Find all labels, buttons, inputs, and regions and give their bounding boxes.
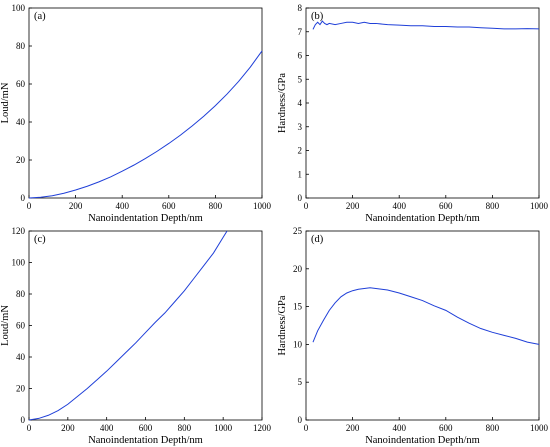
y-tick-label: 25 [293,226,303,236]
x-tick-label: 1000 [530,423,549,433]
y-tick-label: 6 [298,51,303,61]
x-tick-label: 800 [486,423,500,433]
y-tick-label: 40 [16,117,26,127]
y-tick-label: 100 [12,3,26,13]
series-line [312,287,540,345]
plot-frame [28,7,263,199]
y-tick-label: 120 [12,226,26,236]
y-tick-label: 0 [21,193,26,203]
y-tick-label: 60 [16,321,26,331]
plot-frame [305,230,540,421]
panel-label: (d) [311,234,324,245]
y-tick-label: 40 [16,352,26,362]
series-line [312,20,540,30]
y-tick-label: 60 [16,79,26,89]
x-tick-label: 400 [100,423,114,433]
x-tick-label: 1200 [253,423,272,433]
x-tick-label: 200 [346,201,360,211]
x-axis-label: Nanoindentation Depth/nm [88,435,203,446]
y-tick-label: 3 [298,122,303,132]
x-tick-label: 600 [162,201,176,211]
y-tick-label: 0 [21,415,26,425]
y-tick-label: 8 [298,3,303,13]
y-tick-label: 20 [16,384,26,394]
x-tick-label: 0 [27,423,32,433]
x-tick-label: 400 [392,423,406,433]
x-tick-label: 1000 [530,201,549,211]
y-tick-label: 80 [16,41,26,51]
plot-frame [305,7,540,199]
y-axis-label: Hardness/GPa [277,73,288,133]
x-tick-label: 0 [304,201,309,211]
y-tick-label: 5 [298,74,303,84]
x-axis-label: Nanoindentation Depth/nm [365,435,480,446]
x-axis-label: Nanoindentation Depth/nm [88,213,203,224]
y-tick-label: 15 [293,302,303,312]
x-tick-label: 600 [439,201,453,211]
y-tick-label: 7 [298,27,303,37]
y-tick-label: 10 [293,339,303,349]
x-tick-label: 200 [346,423,360,433]
x-tick-label: 200 [61,423,75,433]
plot-frame [28,230,263,421]
x-axis-label: Nanoindentation Depth/nm [365,213,480,224]
y-tick-label: 1 [298,169,303,179]
panel-label: (a) [34,11,46,22]
chart-panel-4: 0 200 400 600 800 1000 0 5 10 15 20 25 Nanoindentati… [277,226,549,446]
y-tick-label: 4 [298,98,303,108]
chart-panel-1: 0 200 400 600 800 1000 0 20 40 60 80 100 Nanoindenta… [0,3,272,224]
y-axis-label: Loud/mN [0,305,11,346]
y-tick-label: 100 [12,258,26,268]
panel-label: (b) [311,11,324,22]
panel-label: (c) [34,234,46,245]
x-tick-label: 0 [27,201,32,211]
x-tick-label: 400 [115,201,129,211]
x-tick-label: 800 [486,201,500,211]
x-tick-label: 600 [139,423,153,433]
y-tick-label: 0 [298,193,303,203]
chart-panel-3: 0 200 400 600 800 1000 1200 0 20 40 60 80 100 120 Nano… [0,226,272,446]
y-tick-label: 20 [16,155,26,165]
x-tick-label: 200 [69,201,83,211]
y-tick-label: 5 [298,377,303,387]
x-tick-label: 1000 [214,423,233,433]
x-tick-label: 0 [304,423,309,433]
x-tick-label: 1000 [253,201,272,211]
x-tick-label: 800 [209,201,223,211]
chart-panel-2: 0 200 400 600 800 1000 0 1 2 3 4 5 6 7 8 Nanoindentatio… [277,3,549,224]
series-line [28,50,263,199]
x-tick-label: 600 [439,423,453,433]
y-axis-label: Hardness/GPa [277,295,288,355]
y-tick-label: 0 [298,415,303,425]
x-tick-label: 400 [392,201,406,211]
y-tick-label: 2 [298,146,303,156]
y-axis-label: Loud/mN [0,82,11,123]
series-line [28,230,228,421]
x-tick-label: 800 [178,423,192,433]
y-tick-label: 20 [293,264,303,274]
y-tick-label: 80 [16,289,26,299]
